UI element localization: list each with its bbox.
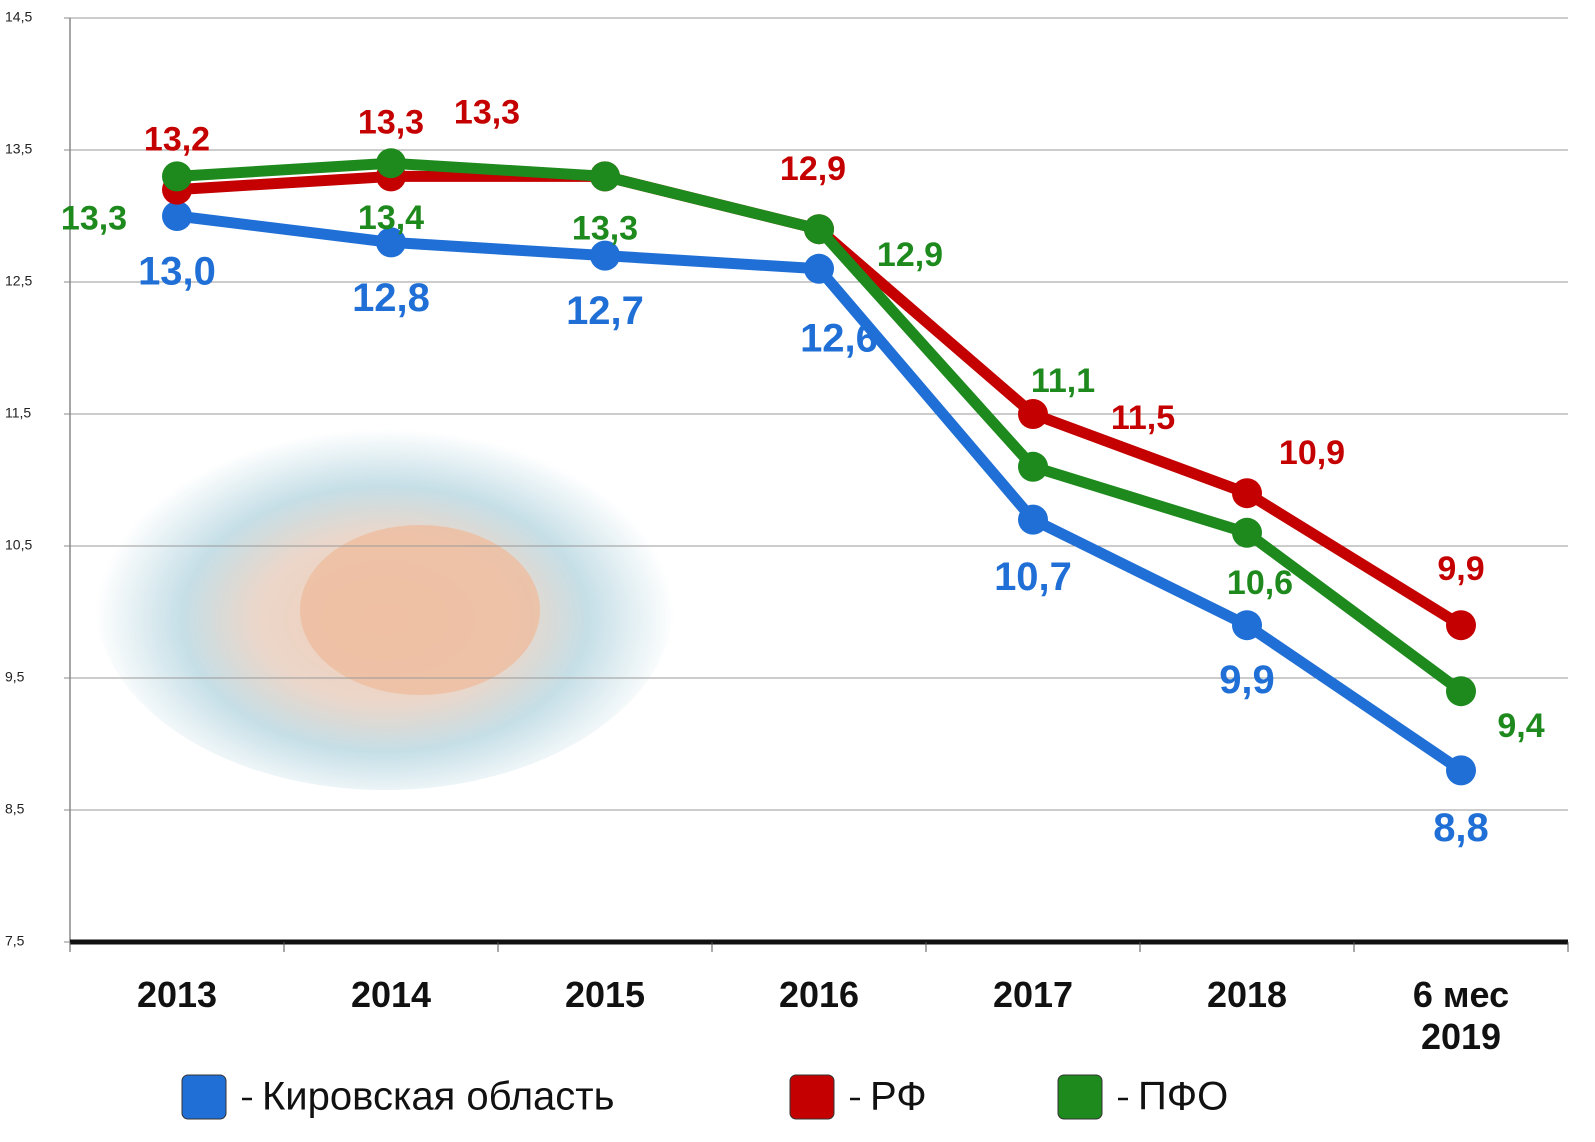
legend-swatch xyxy=(182,1075,226,1119)
x-tick-label: 2018 xyxy=(1167,974,1327,1016)
data-label: 11,1 xyxy=(1031,362,1095,400)
point xyxy=(1446,755,1476,785)
data-label: 12,7 xyxy=(566,289,644,333)
point xyxy=(162,201,192,231)
data-label: 13,3 xyxy=(454,93,520,131)
legend-swatch xyxy=(790,1075,834,1119)
data-label: 12,9 xyxy=(780,150,846,188)
data-label: 13,0 xyxy=(138,250,216,294)
point xyxy=(1232,478,1262,508)
data-label: 10,9 xyxy=(1279,434,1345,472)
y-tick-label: 9,5 xyxy=(5,669,25,685)
point xyxy=(1446,610,1476,640)
legend-swatch xyxy=(1058,1075,1102,1119)
x-tick-label: 2016 xyxy=(739,974,899,1016)
point xyxy=(1446,676,1476,706)
y-tick-label: 12,5 xyxy=(5,273,32,289)
page: 7,5 8,5 9,5 10,5 11,5 12,5 13,5 14,5 13,0 12,8 12,… xyxy=(0,0,1595,1142)
data-label: 12,6 xyxy=(800,316,878,360)
point xyxy=(804,254,834,284)
point xyxy=(376,148,406,178)
data-label: 8,8 xyxy=(1433,806,1489,850)
chart: 7,5 8,5 9,5 10,5 11,5 12,5 13,5 14,5 13,0 12,8 12,… xyxy=(0,0,1595,1142)
x-tick-label: 2013 xyxy=(97,974,257,1016)
data-label: 12,8 xyxy=(352,276,430,320)
y-tick-label: 14,5 xyxy=(5,9,32,25)
data-label: 10,7 xyxy=(994,555,1072,599)
point xyxy=(804,214,834,244)
data-label: 13,2 xyxy=(144,121,210,159)
x-tick-label: 2017 xyxy=(953,974,1113,1016)
legend-label: РФ xyxy=(870,1075,927,1119)
data-label: 9,9 xyxy=(1437,550,1484,588)
y-tick-label: 11,5 xyxy=(5,405,31,421)
data-label: 11,5 xyxy=(1111,399,1175,437)
legend-label: ПФО xyxy=(1138,1075,1228,1119)
legend-label: Кировская область xyxy=(262,1075,614,1119)
x-tick-label: 2015 xyxy=(525,974,685,1016)
data-label: 9,9 xyxy=(1219,658,1275,702)
point xyxy=(1232,610,1262,640)
data-label: 13,3 xyxy=(572,209,638,247)
point xyxy=(1018,505,1048,535)
y-tick-label: 13,5 xyxy=(5,141,32,157)
point xyxy=(162,161,192,191)
y-tick-label: 10,5 xyxy=(5,537,32,553)
y-tick-label: 8,5 xyxy=(5,801,25,817)
point xyxy=(1018,452,1048,482)
data-label: 13,3 xyxy=(61,199,127,237)
data-label: 12,9 xyxy=(877,236,943,274)
data-label: 10,6 xyxy=(1227,564,1293,602)
point xyxy=(1232,518,1262,548)
baby-face xyxy=(300,525,540,695)
data-label: 9,4 xyxy=(1497,707,1544,745)
point xyxy=(590,161,620,191)
x-tick-label: 6 мес 2019 xyxy=(1381,974,1541,1058)
y-tick-label: 7,5 xyxy=(5,933,25,949)
data-label: 13,4 xyxy=(358,199,424,237)
x-tick-label: 2014 xyxy=(311,974,471,1016)
point xyxy=(1018,399,1048,429)
data-label: 13,3 xyxy=(358,103,424,141)
